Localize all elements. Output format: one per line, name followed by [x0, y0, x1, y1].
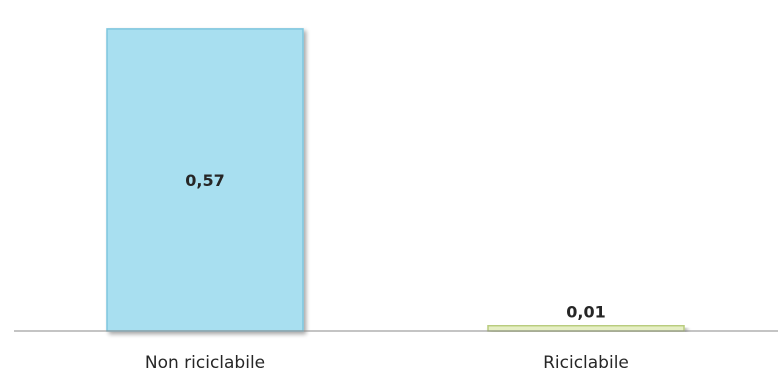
- labels: 0,57 Non riciclabile 0,01 Riciclabile: [145, 171, 629, 373]
- bar-non-riciclabile: [106, 28, 304, 332]
- x-tick-label-non-riciclabile: Non riciclabile: [145, 353, 265, 373]
- data-label-riciclabile: 0,01: [566, 303, 605, 322]
- x-tick-label-riciclabile: Riciclabile: [543, 353, 629, 373]
- bars: [106, 28, 685, 332]
- data-label-non-riciclabile: 0,57: [185, 171, 224, 190]
- bar-riciclabile: [487, 324, 685, 332]
